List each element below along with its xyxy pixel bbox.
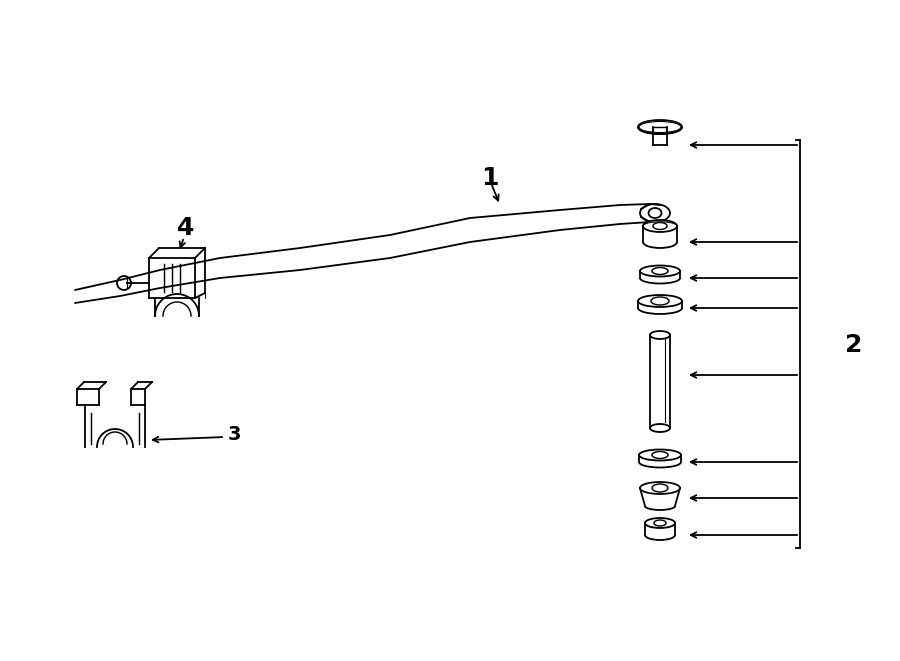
- Ellipse shape: [638, 295, 682, 307]
- Text: 4: 4: [177, 216, 194, 240]
- Ellipse shape: [652, 268, 668, 274]
- Text: 2: 2: [845, 333, 862, 357]
- Ellipse shape: [643, 220, 677, 232]
- Ellipse shape: [652, 484, 668, 492]
- Ellipse shape: [650, 424, 670, 432]
- Ellipse shape: [651, 297, 669, 305]
- Ellipse shape: [640, 266, 680, 276]
- Ellipse shape: [640, 482, 680, 494]
- Ellipse shape: [640, 204, 670, 222]
- Text: 1: 1: [482, 166, 499, 190]
- Ellipse shape: [650, 331, 670, 339]
- Ellipse shape: [654, 520, 666, 526]
- Ellipse shape: [639, 449, 681, 461]
- Ellipse shape: [649, 208, 662, 218]
- Circle shape: [117, 276, 131, 290]
- Text: 3: 3: [228, 426, 241, 444]
- Ellipse shape: [653, 223, 667, 229]
- Ellipse shape: [645, 518, 675, 528]
- Ellipse shape: [652, 451, 668, 459]
- Ellipse shape: [638, 120, 682, 134]
